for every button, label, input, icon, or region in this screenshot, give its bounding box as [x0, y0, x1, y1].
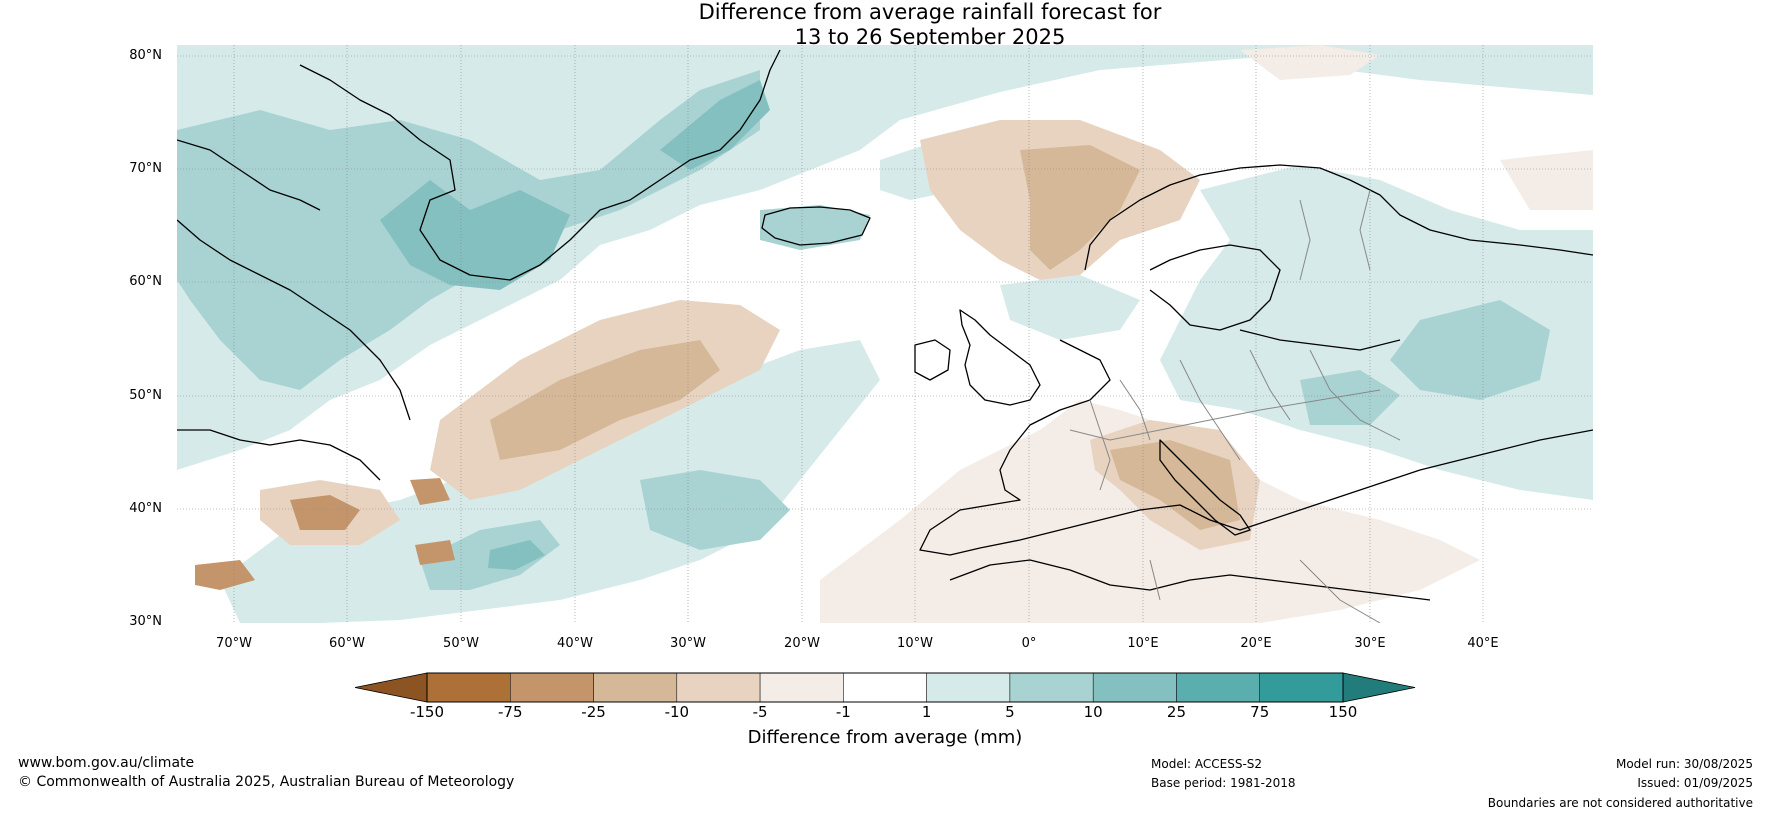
dry-region-small-2 — [415, 540, 455, 565]
dry-region-atlantic-core — [490, 340, 720, 460]
uk-coast — [959, 309, 1041, 406]
europe-coast — [919, 339, 1593, 556]
lat-label-60n: 60°N — [129, 274, 162, 289]
colorbar-tick-label: 10 — [1083, 703, 1103, 721]
base-period: Base period: 1981-2018 — [1151, 776, 1296, 790]
wet-region-greenland-strip — [660, 80, 770, 170]
colorbar-bin — [426, 672, 511, 703]
wet-region-central-europe — [1300, 370, 1400, 425]
colorbar-tick-label: 150 — [1328, 703, 1358, 721]
colorbar-tick-label: -5 — [752, 703, 768, 721]
wet-region-central-atlantic — [640, 470, 790, 550]
wet-region-eastern-europe — [1390, 300, 1550, 400]
lon-label-60w: 60°W — [329, 636, 365, 651]
lon-label-20e: 20°E — [1240, 636, 1272, 651]
dry-region-italy-core — [1110, 440, 1240, 530]
italy-coast — [1159, 439, 1251, 536]
colorbar-bin — [1009, 672, 1094, 703]
dry-region-barents — [1500, 150, 1593, 210]
dry-region-nova-scotia-core — [290, 495, 360, 530]
colorbar-bin — [593, 672, 678, 703]
dry-region-canada-south — [195, 560, 255, 590]
graticule — [177, 45, 1593, 623]
colorbar-tick-label: -10 — [664, 703, 690, 721]
lon-label-30e: 30°E — [1354, 636, 1386, 651]
lon-label-20w: 20°W — [784, 636, 820, 651]
wet-region-scandinavia — [1160, 165, 1593, 500]
map-title: Difference from average rainfall forecas… — [0, 0, 1770, 50]
colorbar-tick-label: 1 — [921, 703, 932, 721]
colorbar-tick-label: -75 — [498, 703, 523, 721]
colorbar-outline — [426, 672, 1344, 703]
lon-label-30w: 30°W — [670, 636, 706, 651]
lon-label-70w: 70°W — [216, 636, 252, 651]
lat-label-30n: 30°N — [129, 614, 162, 629]
colorbar-tick-label: -150 — [409, 703, 445, 721]
ireland-coast — [914, 339, 951, 381]
dry-region-small-1 — [410, 478, 450, 505]
colorbar — [354, 672, 1416, 703]
model-name: Model: ACCESS-S2 — [1151, 757, 1263, 771]
lat-label-80n: 80°N — [129, 48, 162, 63]
title-line-1: Difference from average rainfall forecas… — [698, 0, 1162, 24]
lon-label-40w: 40°W — [557, 636, 593, 651]
baffin-coast — [177, 139, 321, 211]
colorbar-bin — [1092, 672, 1177, 703]
lon-label-0: 0° — [1021, 636, 1037, 651]
colorbar-bin — [843, 672, 927, 703]
model-run-date: Model run: 30/08/2025 — [1615, 757, 1753, 771]
norway-coast — [1084, 164, 1593, 271]
wet-region-mid-atlantic — [220, 340, 880, 623]
colorbar-bin — [926, 672, 1011, 703]
copyright-notice: © Commonwealth of Australia 2025, Austra… — [18, 774, 515, 790]
colorbar-bins — [354, 672, 1416, 703]
colorbar-tick-label: -25 — [581, 703, 606, 721]
greenland-coast — [299, 49, 781, 281]
colorbar-tick-label: 5 — [1005, 703, 1015, 721]
lat-label-50n: 50°N — [129, 388, 162, 403]
boundaries-disclaimer: Boundaries are not considered authoritat… — [1487, 796, 1753, 810]
colorbar-label: Difference from average (mm) — [747, 727, 1023, 748]
lat-label-40n: 40°N — [129, 501, 162, 516]
country-borders — [1069, 189, 1401, 623]
map-fill-layer — [177, 45, 1593, 623]
colorbar-tick-label: 25 — [1166, 703, 1186, 721]
sweden-finland-coast — [1149, 244, 1281, 331]
colorbar-bin — [759, 672, 844, 703]
wet-region-azores-core — [488, 540, 545, 570]
issued-date: Issued: 01/09/2025 — [1637, 776, 1753, 790]
colorbar-tick-label: 75 — [1250, 703, 1270, 721]
dry-region-far-north — [1240, 45, 1380, 80]
website-link[interactable]: www.bom.gov.au/climate — [18, 755, 195, 771]
wet-region-north-sea — [1000, 275, 1140, 340]
colorbar-extend-high — [1342, 672, 1416, 703]
colorbar-tick-label: -1 — [835, 703, 851, 721]
canada-coast — [177, 429, 381, 481]
colorbar-bin — [510, 672, 594, 703]
wet-region-iceland — [760, 205, 870, 250]
lon-label-50w: 50°W — [443, 636, 479, 651]
lon-label-40e: 40°E — [1467, 636, 1499, 651]
lon-label-10e: 10°E — [1127, 636, 1159, 651]
lon-label-10w: 10°W — [897, 636, 933, 651]
colorbar-extend-low — [354, 672, 428, 703]
baltic-coast — [1239, 329, 1401, 351]
labrador-coast — [177, 219, 411, 421]
lat-label-70n: 70°N — [129, 161, 162, 176]
north-africa-coast — [949, 559, 1431, 601]
coastlines — [177, 49, 1593, 601]
colorbar-bin — [676, 672, 761, 703]
iceland-coast — [761, 206, 871, 246]
wet-region-north-atlantic — [177, 45, 1593, 470]
dry-region-norway-core — [1020, 145, 1140, 270]
colorbar-bin — [1176, 672, 1260, 703]
colorbar-bin — [1259, 672, 1344, 703]
